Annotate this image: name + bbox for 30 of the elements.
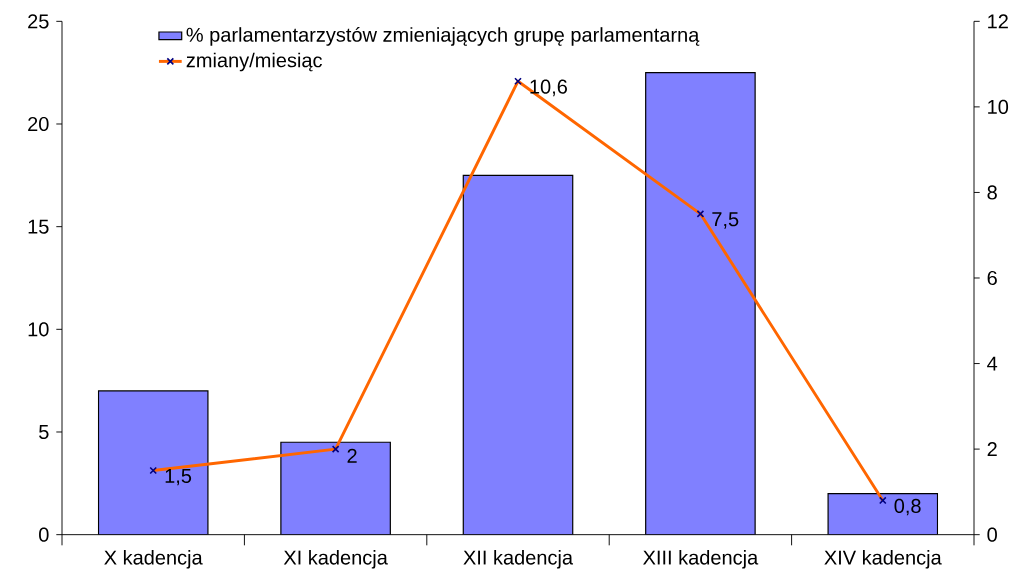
y2-tick-label: 8 <box>987 185 997 200</box>
bar <box>98 391 208 535</box>
data-label: 0,8 <box>894 499 921 516</box>
y-tick-label: 5 <box>39 425 49 440</box>
y-tick-label: 25 <box>28 14 49 29</box>
bar <box>827 493 939 535</box>
y2-tick-label: 6 <box>987 271 997 286</box>
bar <box>463 175 573 535</box>
bar <box>645 72 756 535</box>
y2-tick-label: 12 <box>988 14 1008 29</box>
y-tick-label: 0 <box>39 527 49 542</box>
x-tick-label: XIII kadencja <box>643 550 759 569</box>
legend-label: % parlamentarzystów zmieniających grupę parlamentarną <box>186 27 700 46</box>
y2-tick-label: 2 <box>987 442 997 457</box>
legend-label: zmiany/miesiąc <box>186 52 322 72</box>
y-tick-label: 10 <box>28 322 49 337</box>
y2-tick-label: 0 <box>987 527 997 542</box>
x-tick-label: X kadencja <box>104 550 203 569</box>
x-tick-label: XI kadencja <box>283 550 388 569</box>
y2-tick-label: 4 <box>987 356 998 371</box>
bar <box>280 442 391 535</box>
y2-tick-label: 10 <box>988 99 1009 115</box>
y-tick-label: 20 <box>28 117 49 132</box>
x-tick-label: XIV kadencja <box>824 550 942 569</box>
data-label: 1,5 <box>165 469 192 486</box>
data-label: 2 <box>347 448 357 463</box>
data-label: 10,6 <box>530 79 567 97</box>
data-label: 7,5 <box>712 212 739 229</box>
x-tick-label: XII kadencja <box>463 550 574 569</box>
y-tick-label: 15 <box>28 219 49 234</box>
